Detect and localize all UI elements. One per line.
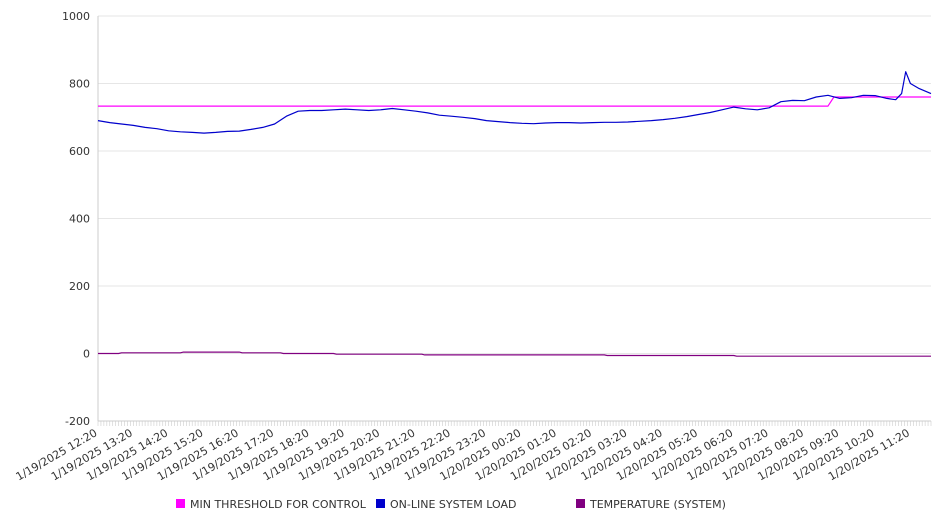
legend: MIN THRESHOLD FOR CONTROL ON-LINE SYSTEM … — [176, 498, 726, 511]
y-tick-label: 200 — [69, 280, 90, 293]
legend-swatch — [176, 499, 185, 508]
legend-swatch — [576, 499, 585, 508]
y-tick-label: 0 — [83, 348, 90, 361]
y-tick-label: 1000 — [62, 10, 90, 23]
series-lines — [97, 71, 932, 357]
series-line-on-line-system-load — [97, 71, 932, 134]
y-tick-label: 400 — [69, 213, 90, 226]
series-line-temperature-system — [98, 351, 931, 357]
gridlines — [98, 15, 931, 422]
legend-label: MIN THRESHOLD FOR CONTROL — [190, 498, 367, 511]
legend-label: TEMPERATURE (SYSTEM) — [589, 498, 726, 511]
y-tick-label: 800 — [69, 78, 90, 91]
legend-swatch — [376, 499, 385, 508]
series-line-min-threshold-for-control — [98, 96, 931, 107]
legend-label: ON-LINE SYSTEM LOAD — [390, 498, 516, 511]
y-tick-label: -200 — [65, 415, 90, 428]
y-tick-label: 600 — [69, 145, 90, 158]
